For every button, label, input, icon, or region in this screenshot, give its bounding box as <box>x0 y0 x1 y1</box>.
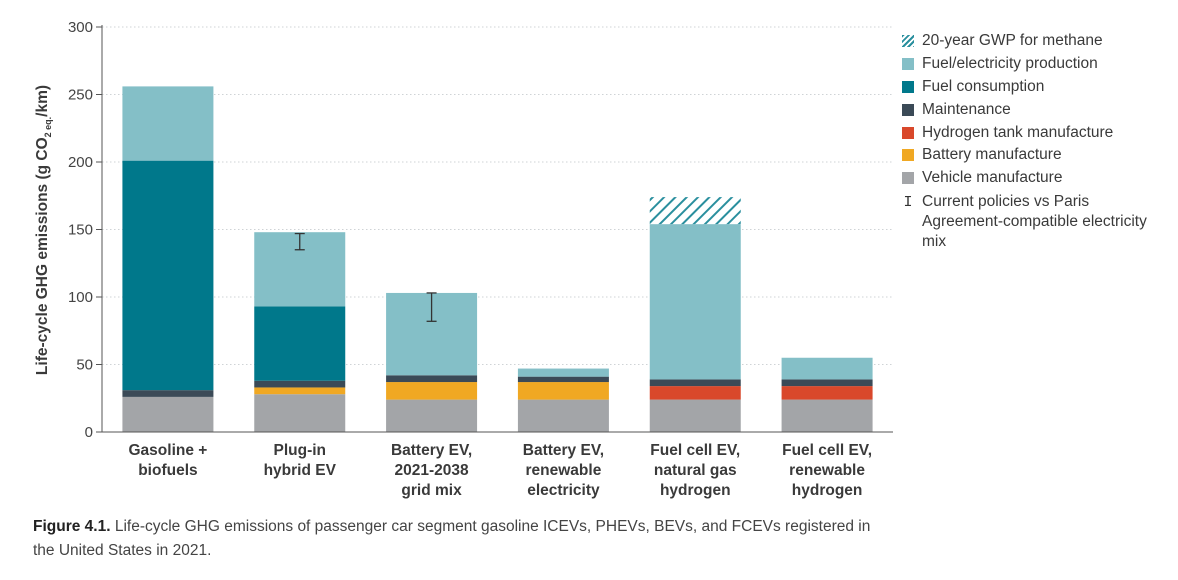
x-tick-label: Fuel cell EV, renewable hydrogen <box>782 442 872 499</box>
bar-segment <box>781 386 873 400</box>
bar-segment <box>254 387 346 395</box>
legend-item: Vehicle manufacture <box>902 167 1162 190</box>
x-tick-label: Plug-in hybrid EV <box>264 442 337 479</box>
axes: 0 50 100 150 200 250 300 Life-cycle GHG emissio… <box>34 19 893 499</box>
y-axis-label: Life-cycle GHG emissions (g CO2 eq./km) <box>34 85 53 375</box>
stacked-bar-chart: 0 50 100 150 200 250 300 Life-cycle GHG emissio… <box>34 19 893 499</box>
legend-item: Maintenance <box>902 98 1162 121</box>
legend-label: 20-year GWP for methane <box>922 32 1103 50</box>
x-tick-label: Gasoline + biofuels <box>129 442 208 479</box>
bar-segment <box>122 160 214 391</box>
legend-item: 20-year GWP for methane <box>902 30 1162 53</box>
bar-segment <box>254 380 346 388</box>
bar-segment <box>254 306 346 381</box>
legend-label: Fuel consumption <box>922 77 1045 95</box>
legend-label: Maintenance <box>922 100 1011 118</box>
x-tick-label-line: 2021-2038 <box>395 462 470 479</box>
bar-segment <box>386 382 478 400</box>
y-axis-label-subscript: 2 eq. <box>43 117 53 138</box>
x-tick-label-line: renewable <box>789 462 865 479</box>
legend-swatch <box>902 35 914 48</box>
legend-swatch <box>902 58 914 71</box>
bar-segment <box>517 399 609 432</box>
error-bars <box>294 232 437 322</box>
bar-segment <box>517 376 609 383</box>
x-tick-label-line: hydrogen <box>660 482 731 499</box>
legend-swatch <box>902 126 914 139</box>
y-tick-label: 200 <box>68 154 93 171</box>
gridlines <box>102 26 893 365</box>
legend-swatch <box>902 149 914 162</box>
legend-item-error-bar: I Current policies vs Paris Agreement-co… <box>902 192 1162 252</box>
bar-segment <box>122 86 214 161</box>
bar-segment <box>649 399 741 432</box>
bar-segment <box>122 396 214 432</box>
y-tick-label: 150 <box>68 222 93 239</box>
bar-segment <box>386 399 478 432</box>
caption-text: Life-cycle GHG emissions of passenger ca… <box>33 518 871 559</box>
x-tick-label-line: Plug-in <box>273 442 326 459</box>
x-tick-label-line: hybrid EV <box>264 462 337 479</box>
x-tick-label: Fuel cell EV, natural gas hydrogen <box>650 442 740 499</box>
x-tick-label-line: Fuel cell EV, <box>650 442 740 459</box>
bar-segment <box>517 382 609 400</box>
legend-item: Battery manufacture <box>902 144 1162 167</box>
x-tick-label-line: biofuels <box>138 462 197 479</box>
legend: 20-year GWP for methane Fuel/electricity … <box>902 30 1162 252</box>
y-tick-label: 0 <box>85 424 93 441</box>
x-tick-label-line: Battery EV, <box>523 442 604 459</box>
legend-label: Current policies vs Paris Agreement-comp… <box>922 192 1147 250</box>
x-tick-label-line: electricity <box>527 482 600 499</box>
legend-item: Fuel/electricity production <box>902 53 1162 76</box>
y-tick-label: 250 <box>68 87 93 104</box>
bar-segment <box>649 197 741 225</box>
x-tick-label-line: Fuel cell EV, <box>782 442 872 459</box>
bar-segment <box>122 390 214 397</box>
x-tick-label-line: hydrogen <box>792 482 863 499</box>
y-axis-label-part: Life-cycle GHG emissions (g CO <box>34 137 51 375</box>
x-tick-label: Battery EV, renewable electricity <box>523 442 604 499</box>
legend-swatch <box>902 103 914 116</box>
bars <box>122 86 873 432</box>
y-tick-label: 100 <box>68 289 93 306</box>
x-tick-label-line: Gasoline + <box>129 442 208 459</box>
y-tick-label: 50 <box>76 357 93 374</box>
caption-label: Figure 4.1. <box>33 518 111 535</box>
legend-label: Battery manufacture <box>922 146 1062 164</box>
bar-segment <box>386 375 478 383</box>
legend-item: Hydrogen tank manufacture <box>902 121 1162 144</box>
bar-segment <box>781 399 873 432</box>
bar-segment <box>254 394 346 432</box>
figure-caption: Figure 4.1. Life-cycle GHG emissions of … <box>33 515 883 563</box>
legend-label: Vehicle manufacture <box>922 169 1063 187</box>
x-tick-label-line: Battery EV, <box>391 442 472 459</box>
y-axis-label-part: /km) <box>34 85 51 117</box>
bar-segment <box>649 224 741 380</box>
bar-segment <box>649 386 741 400</box>
x-tick-label-line: natural gas <box>654 462 737 479</box>
x-tick-label-line: grid mix <box>401 482 462 499</box>
error-bar-icon: I <box>903 193 913 211</box>
bar-segment <box>649 379 741 387</box>
x-tick-label-line: renewable <box>526 462 602 479</box>
x-tick-label: Battery EV, 2021-2038 grid mix <box>391 442 472 499</box>
legend-label: Hydrogen tank manufacture <box>922 123 1114 141</box>
legend-label: Fuel/electricity production <box>922 55 1098 73</box>
bar-segment <box>517 368 609 377</box>
y-tick-label: 300 <box>68 19 93 36</box>
bar-segment <box>781 379 873 387</box>
bar-segment <box>781 357 873 380</box>
legend-item: Fuel consumption <box>902 76 1162 99</box>
legend-swatch <box>902 80 914 93</box>
legend-swatch <box>902 172 914 185</box>
